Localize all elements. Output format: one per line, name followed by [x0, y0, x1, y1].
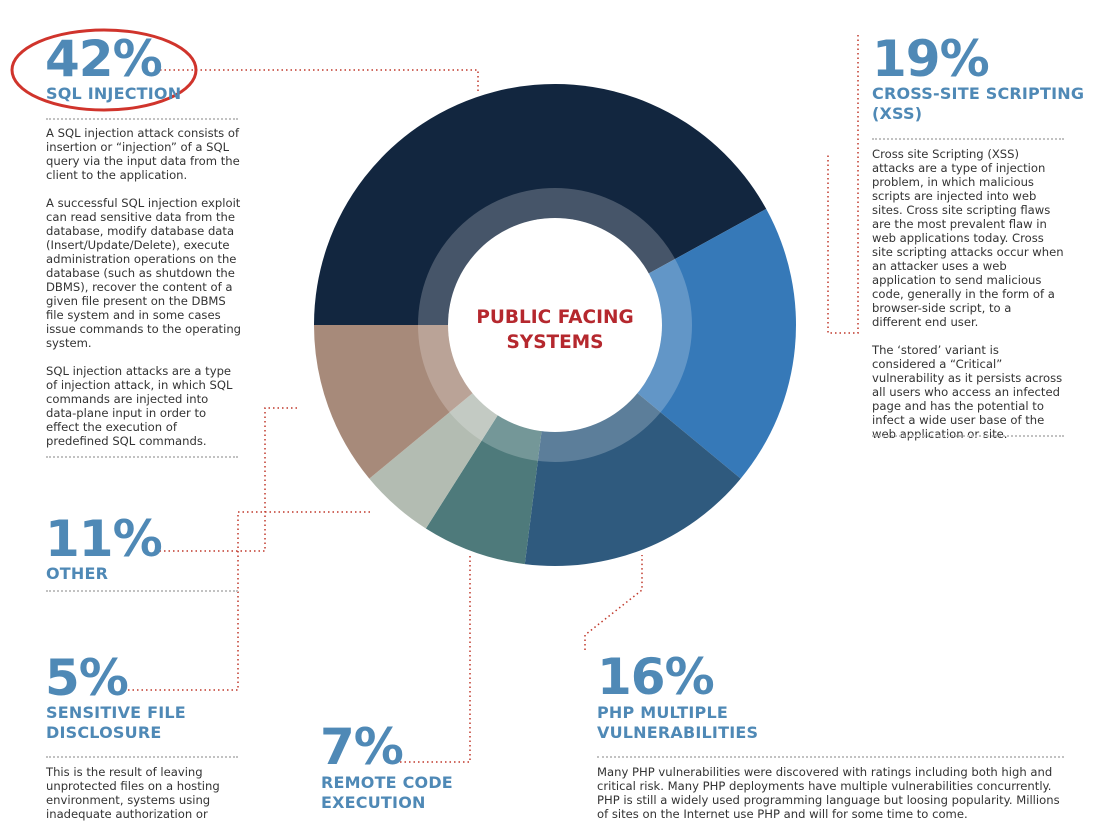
sql-injection-description: A SQL injection attack consists of inser… [46, 126, 242, 462]
php-description: Many PHP vulnerabilities were discovered… [597, 765, 1060, 821]
sql-divider-bottom [46, 456, 238, 458]
donut-hole [448, 218, 662, 432]
xss-paragraph-1: Cross site Scripting (XSS) attacks are a… [872, 147, 1064, 329]
xss-description: Cross site Scripting (XSS) attacks are a… [872, 147, 1064, 455]
leader-lines [128, 35, 859, 763]
sql-injection-label: SQL INJECTION [46, 84, 182, 103]
slice-sql-injection [314, 83, 767, 325]
leader-line-rce [400, 553, 471, 763]
sensitive-file-divider [46, 756, 238, 758]
leader-line-sensitive [128, 511, 370, 691]
xss-label-line1: CROSS-SITE SCRIPTING [872, 84, 1085, 103]
php-label-line2: VULNERABILITIES [597, 723, 759, 742]
php-label-line1: PHP MULTIPLE [597, 703, 728, 722]
leader-line-xss [827, 35, 859, 334]
slice-cross-site-scripting-xss [555, 208, 797, 479]
xss-divider-top [872, 138, 1064, 140]
remote-code-label-line1: REMOTE CODE [321, 773, 453, 792]
xss-percent: 19% [872, 30, 990, 88]
sql-injection-percent: 42% [45, 30, 163, 88]
xss-paragraph-2: The ‘stored’ variant is considered a “Cr… [872, 343, 1063, 441]
remote-code-percent: 7% [320, 718, 404, 776]
sensitive-file-label-line1: SENSITIVE FILE [46, 703, 186, 722]
sensitive-file-description: This is the result of leaving unprotecte… [46, 765, 220, 821]
php-percent: 16% [597, 648, 715, 706]
other-divider [46, 590, 238, 592]
sql-paragraph-2: A successful SQL injection exploit can r… [46, 196, 242, 350]
leader-line-php [584, 555, 643, 650]
leader-line-sql [160, 69, 479, 92]
php-divider [597, 756, 1064, 758]
sql-divider-top [46, 118, 238, 120]
sensitive-file-percent: 5% [45, 649, 129, 707]
leader-line-other [155, 407, 300, 552]
sql-paragraph-3: SQL injection attacks are a type of inje… [46, 364, 233, 448]
other-label: OTHER [46, 564, 109, 583]
xss-label-line2: (XSS) [872, 104, 923, 123]
chart-center-title: PUBLIC FACING SYSTEMS [476, 307, 634, 353]
remote-code-label-line2: EXECUTION [321, 793, 426, 812]
other-percent: 11% [45, 510, 163, 568]
inner-highlight-ring [418, 188, 692, 462]
sensitive-file-label-line2: DISCLOSURE [46, 723, 162, 742]
sql-paragraph-1: A SQL injection attack consists of inser… [46, 126, 240, 182]
xss-divider-bottom [872, 435, 1064, 437]
highlight-circle [10, 28, 198, 112]
